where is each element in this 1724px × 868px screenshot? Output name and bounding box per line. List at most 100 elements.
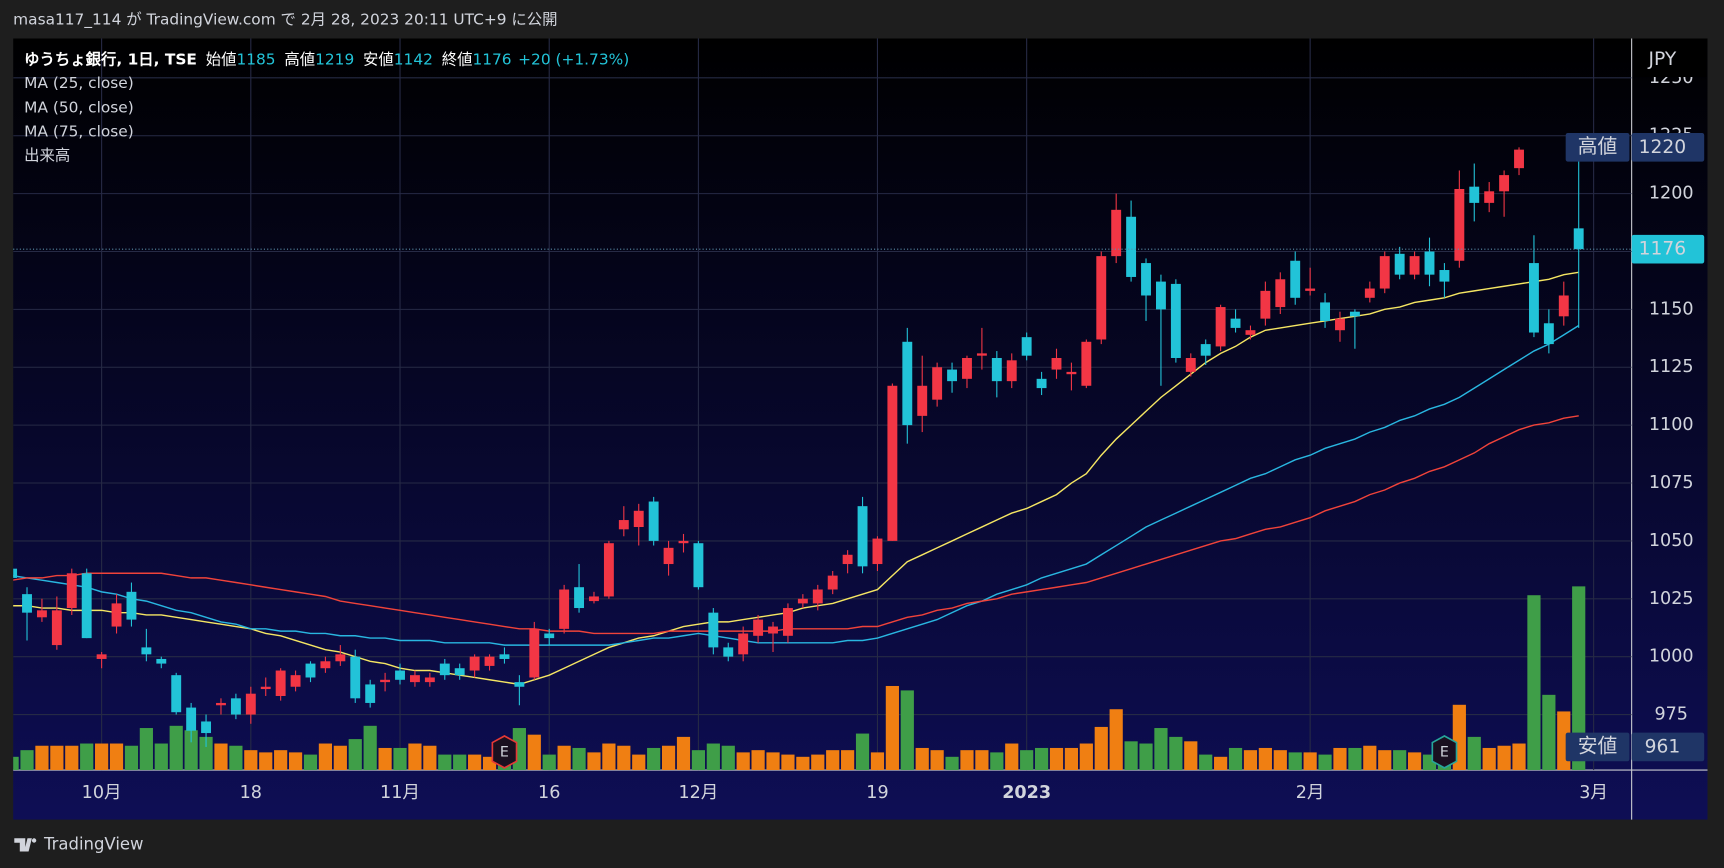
candle-body (1006, 360, 1017, 382)
candle-body (1394, 253, 1405, 275)
ohlc-value: 1142 (394, 50, 433, 68)
volume-bar (274, 750, 288, 771)
ohlc-legend: ゆうちょ銀行, 1日, TSE 始値1185 高値1219 安値1142 終値1176 +… (24, 49, 629, 68)
volume-bar (632, 754, 646, 771)
volume-bar (184, 730, 198, 771)
candle-body (872, 538, 883, 565)
last-price-bg (1631, 234, 1705, 264)
volume-bar (527, 734, 541, 771)
volume-bar (1482, 747, 1496, 771)
candle-body (887, 385, 898, 541)
volume-bar (35, 745, 49, 771)
x-tick-label: 19 (866, 783, 888, 803)
volume-bar (1572, 586, 1586, 771)
volume-bar (65, 745, 79, 771)
low-value: 961 (1645, 736, 1681, 757)
volume-bar (691, 750, 706, 771)
candle-body (1305, 288, 1316, 291)
volume-bar (587, 752, 601, 771)
candle-body (171, 675, 182, 713)
volume-bar (1005, 743, 1019, 771)
candle-body (1469, 186, 1480, 203)
volume-bar (468, 754, 482, 771)
candle-body (216, 702, 226, 706)
volume-bar (438, 754, 452, 771)
volume-bar (766, 752, 780, 771)
earnings-label: E (500, 744, 509, 760)
candle-body (544, 633, 555, 639)
volume-bar (1393, 750, 1407, 771)
candle-body (529, 628, 540, 678)
candle-body (1543, 323, 1554, 345)
volume-bar (1318, 754, 1332, 771)
candle-body (603, 543, 614, 597)
candle-body (1484, 191, 1495, 203)
candle-body (1379, 256, 1390, 289)
volume-bar (572, 747, 586, 771)
volume-bar (1407, 752, 1422, 771)
high-label-bg (1565, 133, 1630, 162)
volume-bar (1527, 595, 1541, 771)
volume-bar (602, 743, 616, 771)
candle-body (514, 682, 525, 687)
candle-body (111, 603, 122, 627)
candle-body (380, 679, 391, 683)
candle-body (1558, 295, 1569, 317)
candle-body (499, 654, 510, 659)
candle-body (320, 661, 331, 669)
low-label: 安値 (1578, 734, 1618, 757)
candle-body (589, 596, 599, 602)
candle-body (962, 357, 972, 379)
candle-body (141, 647, 152, 655)
volume-bar (1512, 743, 1526, 771)
candle-body (1439, 270, 1450, 282)
volume-bar (706, 743, 720, 771)
candle-body (1275, 279, 1286, 308)
low-label-bg (1565, 732, 1630, 762)
candle-body (723, 647, 734, 657)
x-tick-label: 10月 (82, 783, 122, 803)
volume-bar (811, 754, 825, 771)
candle-body (1170, 283, 1181, 358)
volume-bar (915, 747, 929, 771)
volume-bar (169, 725, 183, 771)
volume-bar (930, 750, 944, 771)
candle-body (768, 626, 778, 634)
volume-bar (1169, 736, 1183, 771)
earnings-marker (491, 735, 518, 769)
ohlc-value: 1185 (236, 50, 275, 68)
currency: JPY (1648, 49, 1677, 70)
volume-bar (1273, 750, 1287, 771)
candle-body (559, 589, 570, 629)
ma-line (13, 324, 1580, 646)
volume-bar (617, 745, 631, 771)
volume-bar (154, 743, 168, 771)
candle-body (991, 357, 1002, 382)
candle-body (1036, 378, 1047, 389)
volume-bar (363, 725, 377, 771)
candle-body (1514, 149, 1524, 169)
candle-body (1051, 357, 1062, 370)
volume-bar (378, 747, 392, 771)
candle-body (932, 367, 943, 400)
candle-body (782, 608, 793, 636)
volume-bar (20, 750, 34, 771)
candle-body (1454, 188, 1465, 261)
volume-bar (50, 745, 64, 771)
low-value-bg (1631, 732, 1705, 762)
volume-bar (1034, 747, 1049, 771)
volume-bar (781, 754, 795, 771)
candle-body (842, 554, 853, 565)
volume-bar (1288, 752, 1302, 771)
candle-body (1200, 344, 1211, 356)
volume-bar (1064, 747, 1079, 771)
volume-bar (870, 752, 885, 771)
candle-body (947, 369, 958, 382)
volume-bar (796, 756, 810, 771)
volume-bar (855, 733, 870, 771)
volume-bar (288, 752, 303, 771)
candle-body (305, 663, 316, 678)
candle-body (1155, 281, 1166, 310)
volume-bar (885, 685, 899, 771)
